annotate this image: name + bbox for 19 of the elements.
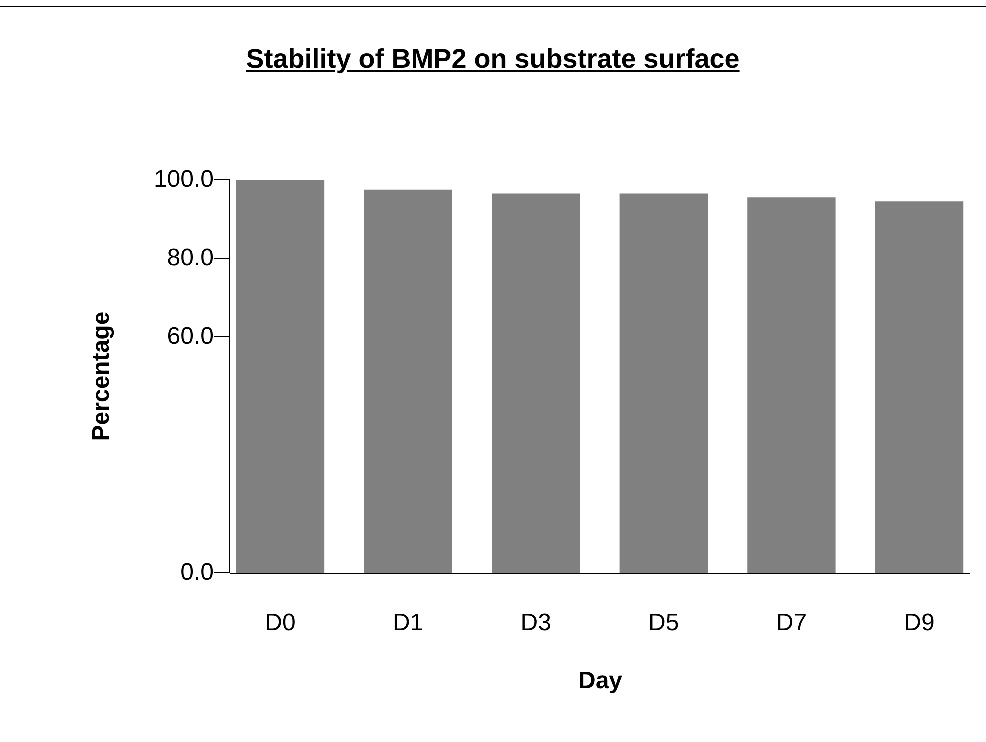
x-axis-title: Day xyxy=(578,668,624,694)
x-tick-label: D9 xyxy=(904,610,935,636)
bar xyxy=(620,194,708,573)
x-tick-label: D3 xyxy=(520,610,552,636)
y-tick-label: 60.0 xyxy=(167,323,214,350)
y-axis-title: Percentage xyxy=(88,312,115,442)
y-tick-label: 100.0 xyxy=(154,166,214,193)
x-tick-label: D1 xyxy=(392,610,424,636)
bar xyxy=(236,180,325,573)
bar xyxy=(875,202,964,573)
y-tick-label: 80.0 xyxy=(167,244,214,272)
bar xyxy=(748,198,836,573)
x-tick-label: D7 xyxy=(776,610,808,636)
bar xyxy=(492,194,580,573)
chart-title: Stability of BMP2 on substrate surface xyxy=(245,44,741,75)
bar xyxy=(364,190,452,573)
y-tick-label: 0.0 xyxy=(180,559,214,586)
x-tick-label: D5 xyxy=(648,610,680,636)
x-tick-label: D0 xyxy=(265,610,296,636)
